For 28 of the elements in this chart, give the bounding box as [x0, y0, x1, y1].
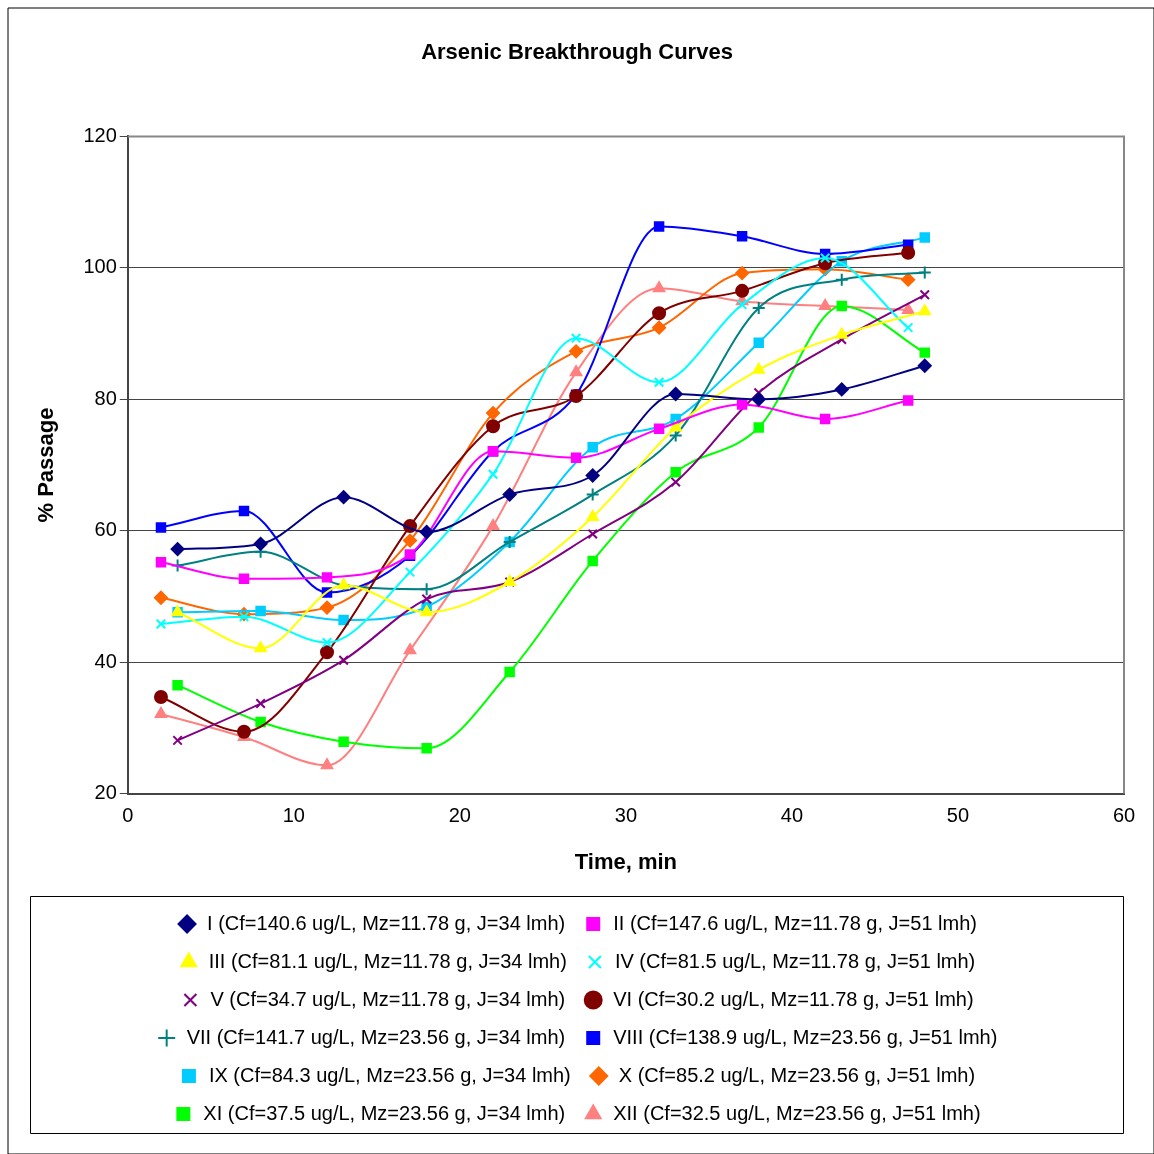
legend-label: VIII (Cf=138.9 ug/L, Mz=23.56 g, J=51 lmh)	[613, 1025, 998, 1048]
legend-label: IX (Cf=84.3 ug/L, Mz=23.56 g, J=34 lmh)	[208, 1063, 571, 1086]
x-axis-title: Time, min	[574, 848, 678, 874]
legend-label: III (Cf=81.1 ug/L, Mz=11.78 g, J=34 lmh)	[208, 949, 567, 972]
legend-label: X (Cf=85.2 ug/L, Mz=23.56 g, J=51 lmh)	[618, 1063, 976, 1086]
x-tick-label: 60	[1112, 804, 1136, 827]
chart-title: Arsenic Breakthrough Curves	[421, 39, 733, 65]
y-tick-label: 120	[83, 123, 117, 146]
x-tick-label: 20	[448, 804, 471, 827]
x-tick-label: 0	[122, 804, 134, 827]
legend-label: VII (Cf=141.7 ug/L, Mz=23.56 g, J=34 lmh)	[186, 1025, 566, 1048]
y-tick-label: 100	[83, 255, 117, 278]
x-tick-label: 50	[946, 804, 970, 827]
legend-label: I (Cf=140.6 ug/L, Mz=11.78 g, J=34 lmh)	[207, 911, 566, 934]
x-tick-label: 40	[780, 804, 804, 827]
legend-label: VI (Cf=30.2 ug/L, Mz=11.78 g, J=51 lmh)	[613, 987, 974, 1010]
legend-label: II (Cf=147.6 ug/L, Mz=11.78 g, J=51 lmh)	[613, 911, 977, 934]
x-tick-label: 10	[282, 804, 305, 827]
legend-label: V (Cf=34.7 ug/L, Mz=11.78 g, J=34 lmh)	[210, 987, 566, 1010]
legend-label: IV (Cf=81.5 ug/L, Mz=11.78 g, J=51 lmh)	[614, 949, 976, 972]
y-axis-title: % Passage	[33, 407, 59, 523]
y-tick-label: 40	[94, 649, 117, 672]
legend-label: XII (Cf=32.5 ug/L, Mz=23.56 g, J=51 lmh)	[613, 1101, 981, 1124]
x-tick-label: 30	[614, 804, 638, 827]
y-tick-label: 80	[94, 386, 117, 409]
y-tick-label: 20	[94, 781, 117, 804]
y-tick-label: 60	[94, 518, 117, 541]
legend-label: XI (Cf=37.5 ug/L, Mz=23.56 g, J=34 lmh)	[203, 1101, 566, 1124]
